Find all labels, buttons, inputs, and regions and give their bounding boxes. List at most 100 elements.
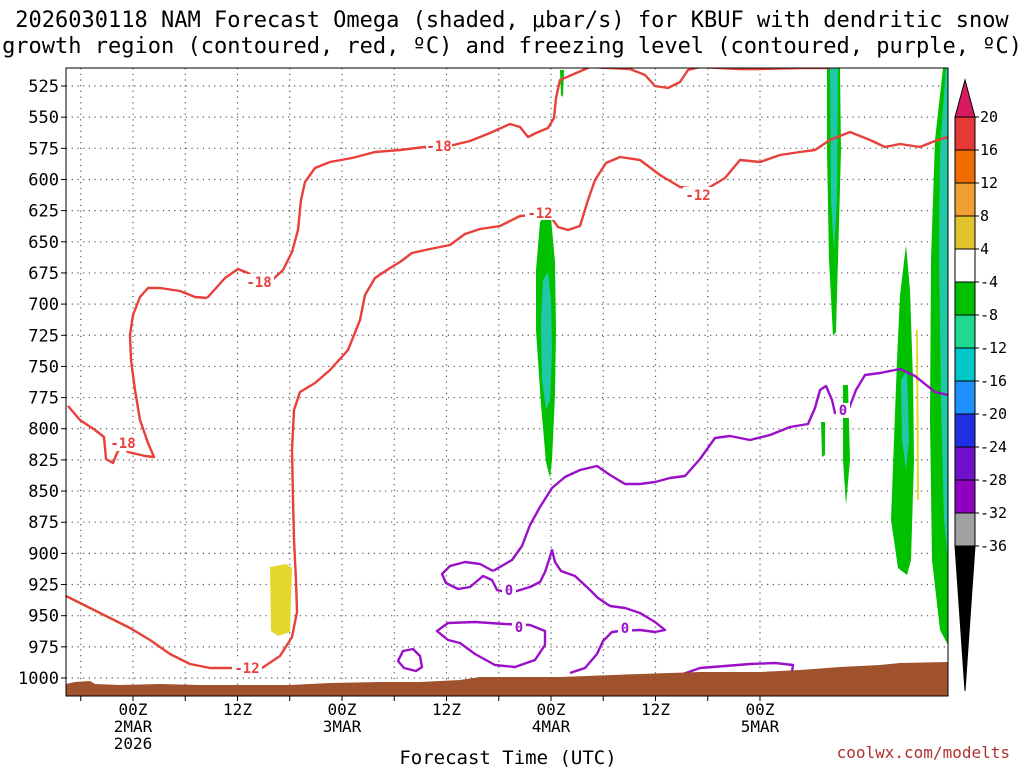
- y-tick-label: 725: [28, 326, 59, 346]
- red-label-1: -18: [426, 139, 451, 155]
- colorbar-label: -32: [980, 504, 1007, 522]
- y-tick-label: 600: [28, 170, 59, 190]
- x-axis-label: Forecast Time (UTC): [399, 747, 616, 768]
- omega-cyan-plume-2: [830, 68, 838, 250]
- red-label-6: -12: [234, 661, 259, 677]
- y-tick-label: 700: [28, 295, 59, 315]
- colorbar-top-arrow: [954, 78, 976, 118]
- colorbar-segment: [954, 512, 976, 547]
- colorbar-segment: [954, 215, 976, 250]
- colorbar-segment: [954, 116, 976, 151]
- y-tick-label: 875: [28, 513, 59, 533]
- colorbar-segment: [954, 446, 976, 481]
- colorbar-segment: [954, 347, 976, 382]
- dendritic-contours: [66, 68, 948, 670]
- omega-cyan-plume-4: [901, 370, 909, 470]
- y-tick-label: 750: [28, 357, 59, 377]
- title-line-2: growth region (contoured, red, ºC) and f…: [2, 34, 1022, 59]
- red-label-2: -18: [246, 275, 271, 291]
- purple-label-1: 0: [505, 583, 513, 599]
- colorbar-label: 4: [980, 240, 989, 258]
- purple-contour-labels: 0 0 0 0: [502, 403, 850, 637]
- colorbar-label: 20: [980, 108, 998, 126]
- colorbar-label: 16: [980, 141, 998, 159]
- red-label-4: -12: [527, 206, 552, 222]
- y-tick-label: 950: [28, 607, 59, 627]
- y-tick-label: 650: [28, 233, 59, 253]
- x-tick-label: 2MAR: [114, 717, 153, 736]
- y-tick-label: 675: [28, 264, 59, 284]
- omega-cyan-plume-1: [541, 272, 552, 410]
- colorbar-label: -16: [980, 372, 1007, 390]
- red-contour-minus12-main: [66, 130, 948, 670]
- x-tick-label: 4MAR: [532, 717, 571, 736]
- red-label-3: -18: [110, 436, 135, 452]
- colorbar-label: -20: [980, 405, 1007, 423]
- y-tick-label: 1000: [18, 669, 59, 689]
- y-tick-label: 625: [28, 202, 59, 222]
- y-tick-label: 575: [28, 139, 59, 159]
- omega-yellow-blob: [270, 564, 292, 636]
- colorbar: 20 16 12 8 4 -4 -8 -12 -16 -20 -24 -28 -32 -36: [954, 78, 1007, 692]
- y-tick-label: 975: [28, 638, 59, 658]
- x-tick-label: 00Z: [746, 700, 775, 719]
- purple-contour-loop-3: [396, 647, 424, 673]
- plot-area: [66, 68, 948, 696]
- red-contour-minus18-left: [67, 286, 208, 465]
- colorbar-segment: [954, 248, 976, 283]
- red-contour-labels: -18 -18 -18 -12 -12 -12: [108, 139, 713, 677]
- colorbar-label: 12: [980, 174, 998, 192]
- y-tick-label: 800: [28, 420, 59, 440]
- x-tick-label: 12Z: [641, 700, 670, 719]
- y-tick-label: 850: [28, 482, 59, 502]
- omega-cyan-plume-5: [939, 68, 948, 560]
- colorbar-segment: [954, 413, 976, 448]
- y-tick-label: 550: [28, 108, 59, 128]
- purple-contour-main: [492, 367, 948, 573]
- plot-border: [65, 67, 949, 697]
- colorbar-segment: [954, 380, 976, 415]
- colorbar-segment: [954, 281, 976, 316]
- colorbar-label: -4: [980, 273, 998, 291]
- x-tick-label: 12Z: [223, 700, 252, 719]
- colorbar-segment: [954, 479, 976, 514]
- colorbar-label: -24: [980, 438, 1007, 456]
- terrain: [66, 662, 948, 696]
- x-tick-label: 12Z: [432, 700, 461, 719]
- colorbar-segment: [954, 149, 976, 184]
- omega-green-dot: [821, 422, 825, 457]
- purple-contour-lower: [569, 629, 621, 675]
- red-contour-minus18-upper: [206, 68, 830, 299]
- y-tick-label: 775: [28, 389, 59, 409]
- colorbar-label: -12: [980, 339, 1007, 357]
- y-tick-label: 825: [28, 451, 59, 471]
- x-tick-label: 5MAR: [741, 717, 780, 736]
- colorbar-bottom-arrow: [954, 545, 976, 692]
- purple-label-4: 0: [839, 403, 847, 419]
- colorbar-label: -28: [980, 471, 1007, 489]
- y-tick-label: 925: [28, 576, 59, 596]
- y-tick-label: 900: [28, 544, 59, 564]
- purple-label-3: 0: [621, 621, 629, 637]
- x-tick-label: 00Z: [328, 700, 357, 719]
- red-label-5: -12: [685, 188, 710, 204]
- freezing-contours: [396, 367, 948, 676]
- omega-green-streak-1: [560, 70, 564, 97]
- x-tick-label: 3MAR: [323, 717, 362, 736]
- purple-contour-loop-2: [435, 620, 547, 669]
- y-tick-label: 525: [28, 77, 59, 97]
- colorbar-label: 8: [980, 207, 989, 225]
- title-line-1: 2026030118 NAM Forecast Omega (shaded, μ…: [15, 8, 1009, 33]
- omega-yellow-streak: [916, 330, 919, 500]
- x-tick-label: 2026: [114, 734, 153, 753]
- purple-contour-loop-1: [440, 548, 667, 634]
- colorbar-label: -8: [980, 306, 998, 324]
- purple-contour-bottom: [682, 661, 795, 676]
- credit-text: coolwx.com/modelts: [837, 743, 1010, 762]
- data-layer: -18 -18 -18 -12 -12 -12 0 0: [66, 68, 948, 696]
- colorbar-segment: [954, 182, 976, 217]
- purple-label-2: 0: [515, 620, 523, 636]
- x-tick-label: 00Z: [537, 700, 566, 719]
- x-tick-label: 00Z: [119, 700, 148, 719]
